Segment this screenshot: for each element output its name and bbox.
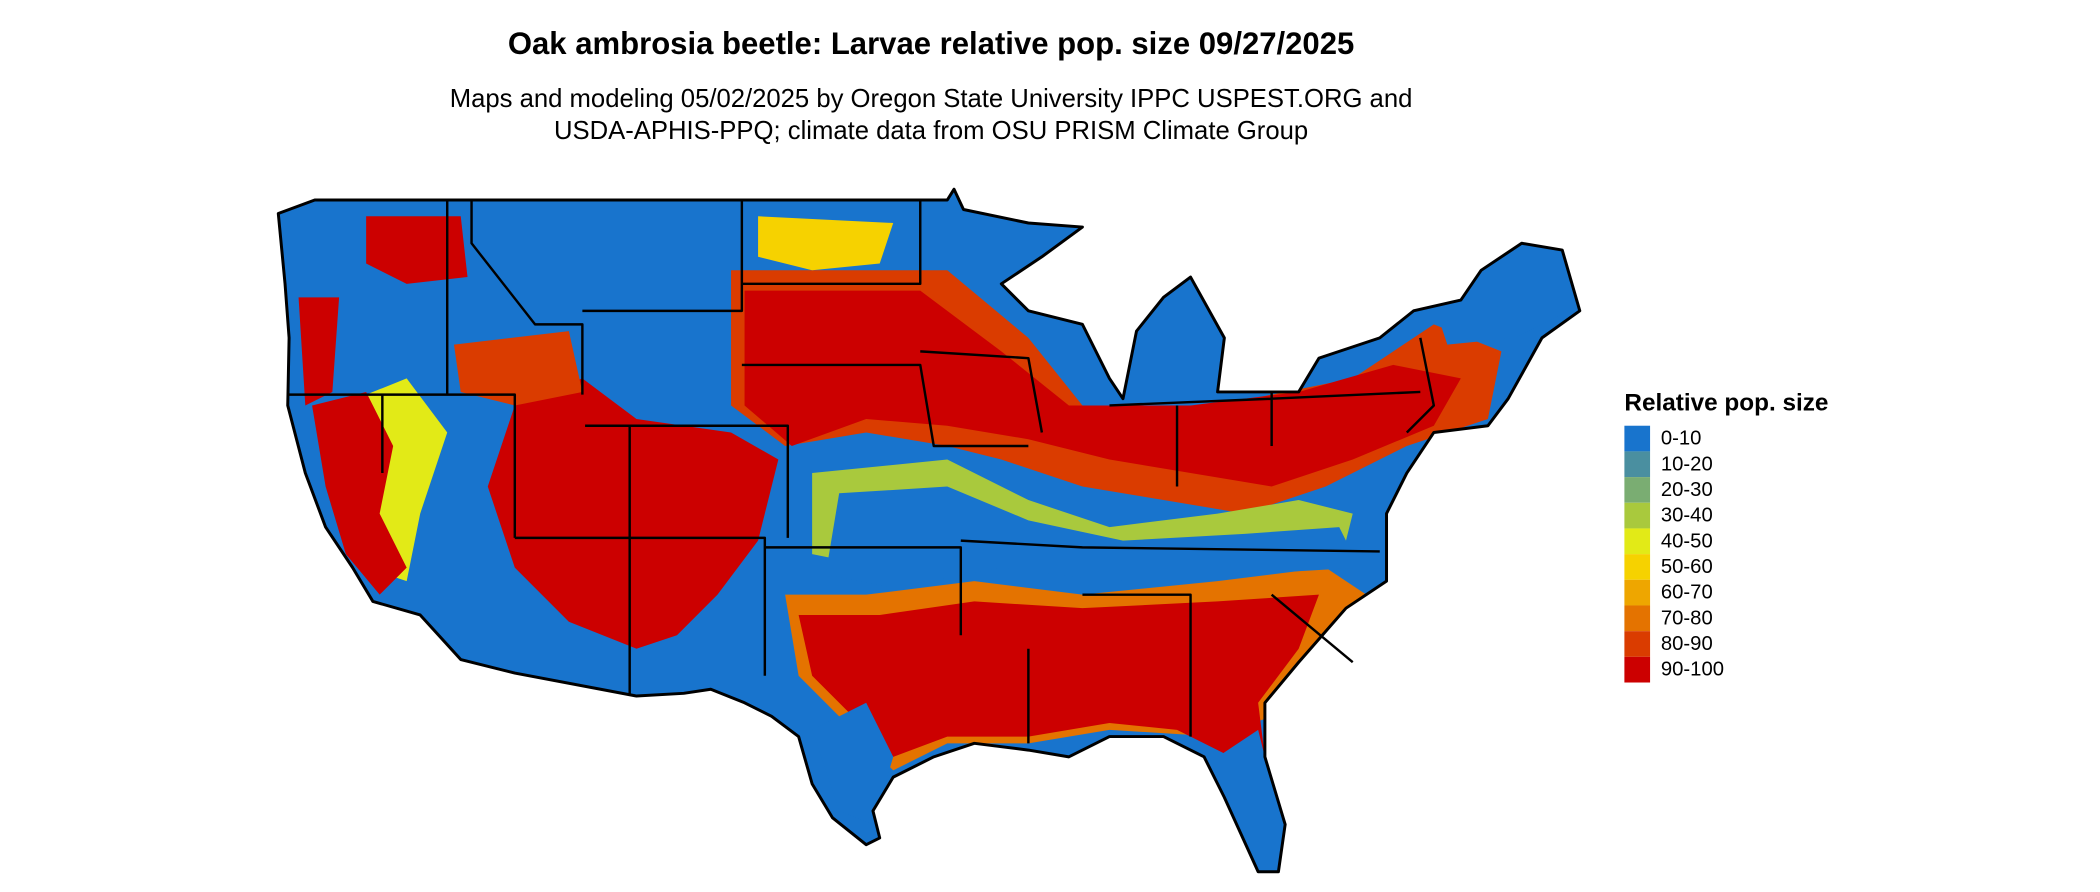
legend-label: 60-70 [1661, 582, 1713, 604]
legend: 0-10 10-20 20-30 30-40 40-50 50-60 60-70 70-80 8… [1624, 425, 1724, 683]
map-region [825, 486, 1360, 588]
legend-label: 50-60 [1661, 556, 1713, 578]
map-region [366, 216, 468, 284]
legend-label: 70-80 [1661, 607, 1713, 629]
legend-label: 40-50 [1661, 530, 1713, 552]
map-surface [278, 189, 1580, 872]
legend-swatch [1624, 605, 1651, 632]
legend-swatch [1624, 528, 1651, 555]
map-region [1217, 729, 1279, 872]
map-region [298, 297, 340, 406]
map-region [487, 378, 779, 649]
legend-swatch [1624, 579, 1651, 606]
legend-label: 90-100 [1661, 659, 1724, 681]
map-region [453, 331, 583, 406]
map-region [812, 702, 894, 825]
map-region [1433, 256, 1569, 345]
map-region [798, 594, 1319, 757]
legend-swatch [1624, 502, 1651, 529]
map-subtitle: Maps and modeling 05/02/2025 by Oregon S… [450, 85, 1413, 113]
map-region [744, 290, 1461, 487]
legend-label: 0-10 [1661, 428, 1702, 450]
legend-label: 80-90 [1661, 633, 1713, 655]
map-region [758, 216, 894, 271]
legend-label: 30-40 [1661, 505, 1713, 527]
legend-swatch [1624, 554, 1651, 580]
map-subtitle: USDA-APHIS-PPQ; climate data from OSU PR… [554, 117, 1308, 145]
legend-title: Relative pop. size [1624, 390, 1828, 417]
legend-swatch [1624, 477, 1651, 503]
legend-swatch [1624, 631, 1651, 657]
legend-swatch [1624, 451, 1651, 478]
legend-swatch [1624, 656, 1651, 683]
state-borders [287, 200, 1436, 744]
legend-label: 10-20 [1661, 453, 1713, 475]
legend-swatch [1624, 425, 1651, 452]
map-title: Oak ambrosia beetle: Larvae relative pop… [508, 26, 1354, 61]
legend-label: 20-30 [1661, 479, 1713, 501]
